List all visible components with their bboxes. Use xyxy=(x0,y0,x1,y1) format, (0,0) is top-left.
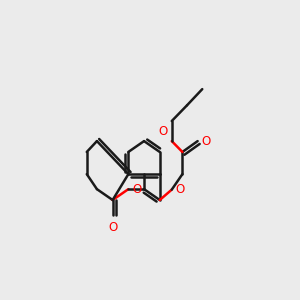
Text: O: O xyxy=(202,135,211,148)
Text: O: O xyxy=(158,125,167,138)
Text: O: O xyxy=(108,220,117,234)
Text: O: O xyxy=(132,183,141,196)
Text: O: O xyxy=(176,183,185,196)
